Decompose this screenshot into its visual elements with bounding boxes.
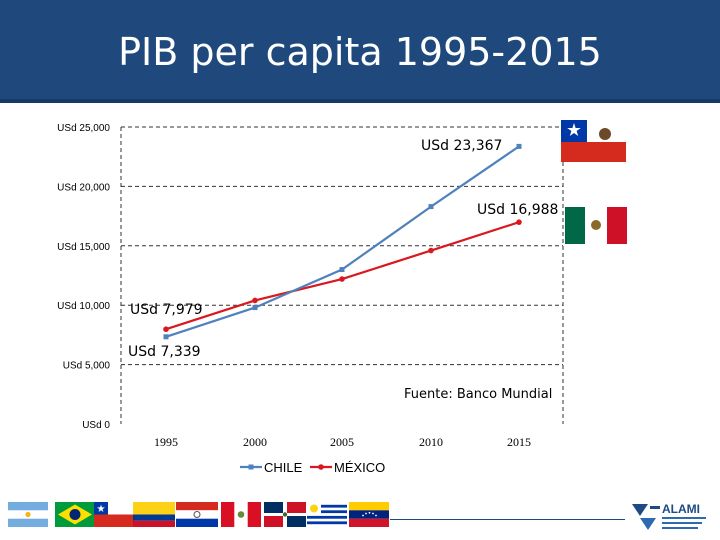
- series-chile-point: [339, 267, 345, 273]
- series-chile-point: [163, 334, 169, 340]
- line-chart: USd 0 USd 5,000 USd 10,000 USd 15,000 USd 20…: [57, 120, 627, 475]
- page-title: PIB per capita 1995-2015: [118, 30, 602, 74]
- series-mexico-point: [516, 219, 522, 225]
- x-tick-label: 2010: [419, 435, 443, 449]
- flag-dominican-republic: [264, 502, 306, 527]
- y-tick-label: USd 10,000: [57, 301, 110, 312]
- legend-chile-marker: [248, 464, 254, 470]
- footer-divider: [390, 519, 625, 520]
- flag-argentina: [8, 502, 48, 527]
- series-chile-line: [165, 145, 520, 338]
- source-note: Fuente: Banco Mundial: [404, 387, 552, 402]
- mexico-flag-emblem: [591, 220, 601, 230]
- chile-flag-emblem: [599, 128, 611, 140]
- series-mexico-line: [165, 221, 520, 331]
- flag-paraguay: [176, 502, 218, 527]
- y-tick-label: USd 20,000: [57, 182, 110, 193]
- x-tick-label: 2015: [507, 435, 531, 449]
- y-tick-label: USd 0: [82, 420, 110, 431]
- annotation-mexico-2015: USd 16,988: [477, 202, 558, 218]
- mexico-flag-red: [607, 207, 627, 244]
- flag-brasil: [55, 502, 95, 527]
- series-chile-point: [252, 305, 258, 311]
- legend-mexico-label: MÉXICO: [334, 460, 385, 475]
- chile-flag-icon: [561, 120, 626, 162]
- y-tick-label: USd 15,000: [57, 242, 110, 253]
- header-bar: [0, 0, 720, 103]
- series-mexico-point: [163, 326, 169, 333]
- x-tick-label: 1995: [154, 435, 178, 449]
- legend-mexico-marker: [318, 464, 324, 470]
- mexico-flag-icon: [565, 207, 627, 244]
- legend-chile-label: CHILE: [264, 460, 303, 475]
- logo-text: ALAMI: [662, 502, 700, 516]
- y-tick-label: USd 25,000: [57, 123, 110, 134]
- flags-strip: [8, 502, 389, 527]
- series-mexico-point: [428, 247, 434, 254]
- y-tick-label: USd 5,000: [63, 361, 111, 372]
- mexico-flag-green: [565, 207, 585, 244]
- flag-venezuela: [349, 502, 389, 527]
- series-chile-point: [428, 204, 434, 210]
- alami-logo: ALAMI: [632, 502, 706, 530]
- annotation-mexico-1995: USd 7,979: [130, 302, 203, 318]
- flag-uruguay: [307, 502, 347, 527]
- flag-peru: [221, 502, 261, 527]
- series-mexico-point: [252, 297, 258, 304]
- annotation-chile-2015: USd 23,367: [421, 138, 502, 154]
- series-mexico-point: [339, 276, 345, 282]
- x-tick-label: 2000: [243, 435, 267, 449]
- flag-colombia: [133, 502, 175, 527]
- series-chile-point: [516, 143, 522, 149]
- x-tick-label: 2005: [330, 435, 354, 449]
- chile-flag-red: [561, 142, 626, 162]
- flag-chile: [94, 502, 134, 527]
- chile-flag-star: [567, 123, 581, 136]
- annotation-chile-1995: USd 7,339: [128, 344, 201, 360]
